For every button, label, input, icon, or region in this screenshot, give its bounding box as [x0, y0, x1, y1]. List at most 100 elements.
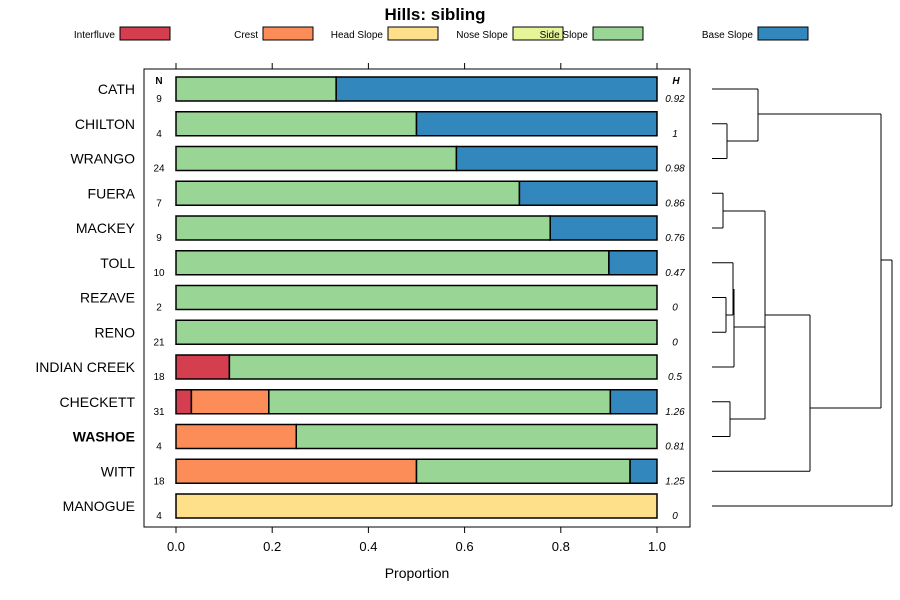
- row-toll: TOLL 10 0.47: [100, 250, 685, 279]
- row-wrango: WRANGO 24 0.98: [70, 145, 685, 175]
- row-label: FUERA: [88, 185, 136, 201]
- row-label: WASHOE: [73, 429, 135, 445]
- row-n-value: 2: [156, 303, 162, 314]
- row-washoe: WASHOE 4 0.81: [73, 423, 685, 453]
- bar-segment-side-slope: [175, 180, 521, 206]
- bar-segment-interfluve: [175, 389, 193, 415]
- row-h-value: 1.26: [665, 407, 685, 418]
- bar-segment-base-slope: [608, 250, 658, 276]
- chart-title: Hills: sibling: [384, 5, 485, 24]
- row-n-value: 7: [156, 198, 162, 209]
- bar-segment-side-slope: [175, 250, 610, 276]
- row-reno: RENO 21 0: [95, 319, 678, 348]
- row-n-value: 4: [156, 442, 162, 453]
- row-h-value: 1.25: [665, 476, 685, 487]
- row-n-value: 18: [153, 372, 165, 383]
- row-fuera: FUERA 7 0.86: [88, 180, 685, 209]
- dendrogram: [712, 88, 893, 507]
- row-mackey: MACKEY 9 0.76: [76, 215, 685, 244]
- row-label: RENO: [95, 324, 136, 340]
- row-witt: WITT 18 1.25: [101, 458, 685, 487]
- bar-segment-crest: [175, 423, 297, 450]
- row-label: CATH: [98, 81, 135, 97]
- row-label: CHECKETT: [60, 394, 136, 410]
- row-chilton: CHILTON 4 1: [75, 111, 678, 140]
- row-label: WRANGO: [70, 151, 135, 167]
- bar-segment-side-slope: [175, 319, 658, 345]
- row-n-value: 4: [156, 511, 162, 522]
- bar-segment-side-slope: [295, 423, 658, 450]
- row-n-value: 21: [153, 337, 165, 348]
- row-indian-creek: INDIAN CREEK 18 0.5: [35, 354, 682, 383]
- h-header: H: [672, 76, 680, 87]
- row-h-value: 1: [672, 129, 678, 140]
- bar-segment-crest: [190, 389, 270, 415]
- legend-swatch-base-slope: [757, 26, 809, 41]
- bar-segment-side-slope: [228, 354, 658, 380]
- row-manogue: MANOGUE 4 0: [63, 493, 678, 522]
- row-n-value: 24: [153, 164, 165, 175]
- bar-segment-base-slope: [455, 145, 658, 172]
- legend-swatch-side-slope: [592, 26, 644, 41]
- row-label: REZAVE: [80, 290, 135, 306]
- legend: Interfluve Crest Head Slope Nose Slope Side …: [74, 26, 809, 41]
- legend-swatch-crest: [262, 26, 314, 41]
- row-h-value: 0.98: [665, 164, 685, 175]
- row-h-value: 0.81: [665, 442, 684, 453]
- legend-swatch-interfluve: [119, 26, 171, 41]
- bar-segment-side-slope: [175, 76, 337, 102]
- bar-segment-base-slope: [609, 389, 658, 415]
- bar-segment-side-slope: [268, 389, 612, 415]
- bar-segment-side-slope: [175, 111, 418, 137]
- n-header: N: [155, 76, 162, 87]
- bar-segment-base-slope: [518, 180, 658, 206]
- row-n-value: 9: [156, 233, 162, 244]
- bar-segment-side-slope: [175, 284, 658, 311]
- x-tick-label: 1.0: [648, 539, 666, 554]
- bar-segment-base-slope: [415, 111, 658, 137]
- bar-segment-side-slope: [175, 215, 551, 241]
- row-label: MACKEY: [76, 220, 136, 236]
- row-h-value: 0.5: [668, 372, 682, 383]
- row-h-value: 0.47: [665, 268, 685, 279]
- row-h-value: 0.86: [665, 198, 685, 209]
- legend-swatch-head-slope: [387, 26, 439, 41]
- bar-segment-side-slope: [175, 145, 458, 172]
- x-tick-label: 0.0: [167, 539, 185, 554]
- x-axis-label: Proportion: [385, 565, 450, 581]
- row-n-value: 10: [153, 268, 165, 279]
- bar-segment-base-slope: [629, 458, 658, 484]
- legend-label-side-slope: Side Slope: [540, 30, 589, 41]
- bar-segment-base-slope: [335, 76, 658, 102]
- legend-swatch-nose-slope: [512, 26, 564, 41]
- row-checkett: CHECKETT 31 1.26: [60, 389, 685, 418]
- row-h-value: 0: [672, 303, 678, 314]
- legend-label-base-slope: Base Slope: [702, 30, 754, 41]
- plot-frame: [143, 68, 691, 528]
- x-tick-label: 0.4: [359, 539, 377, 554]
- row-n-value: 31: [153, 407, 165, 418]
- bar-segment-side-slope: [415, 458, 631, 484]
- row-n-value: 9: [156, 94, 162, 105]
- row-label: INDIAN CREEK: [35, 359, 135, 375]
- row-label: TOLL: [100, 255, 135, 271]
- x-tick-label: 0.8: [552, 539, 570, 554]
- row-n-value: 18: [153, 476, 165, 487]
- row-label: CHILTON: [75, 116, 135, 132]
- legend-label-crest: Crest: [234, 30, 258, 41]
- bar-segment-interfluve: [175, 354, 231, 380]
- x-tick-label: 0.2: [263, 539, 281, 554]
- row-n-value: 4: [156, 129, 162, 140]
- legend-label-nose-slope: Nose Slope: [456, 30, 508, 41]
- row-rezave: REZAVE 2 0: [80, 284, 678, 314]
- bar-segment-crest: [175, 458, 418, 484]
- bar-segment-head-slope: [175, 493, 658, 519]
- legend-label-head-slope: Head Slope: [331, 30, 384, 41]
- legend-label-interfluve: Interfluve: [74, 30, 116, 41]
- x-tick-label: 0.6: [456, 539, 474, 554]
- row-label: MANOGUE: [63, 498, 135, 514]
- bar-segment-base-slope: [549, 215, 658, 241]
- row-h-value: 0: [672, 337, 678, 348]
